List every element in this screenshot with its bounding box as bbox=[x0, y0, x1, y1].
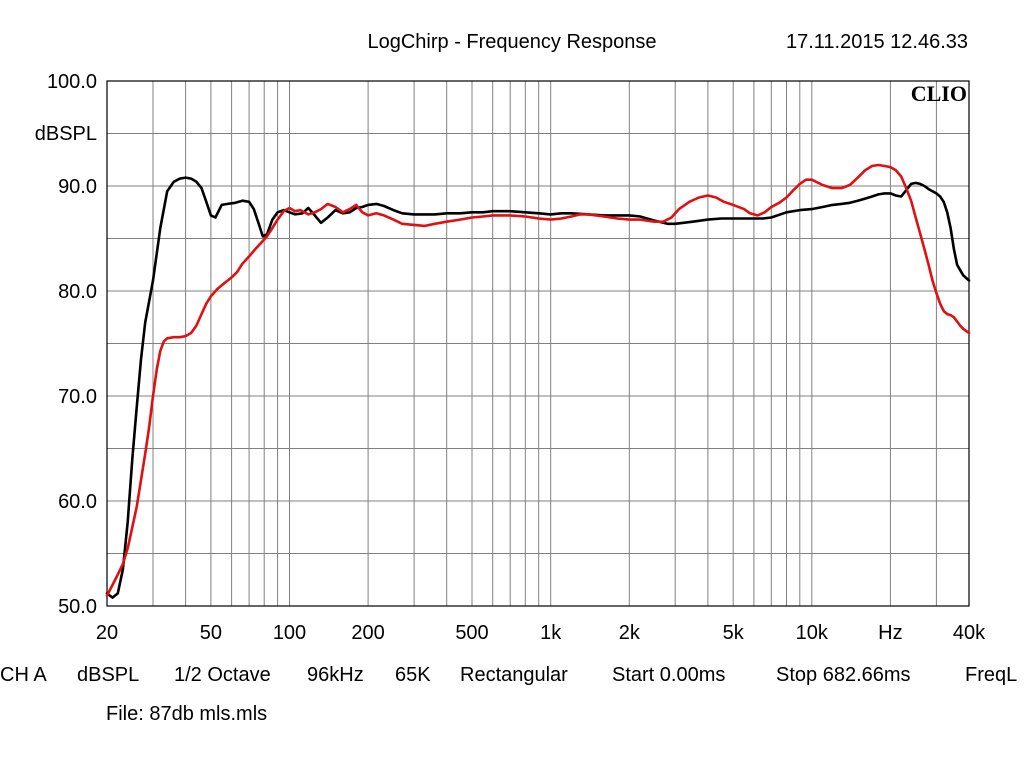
y-tick-label: 50.0 bbox=[58, 596, 97, 618]
y-tick-label: 80.0 bbox=[58, 281, 97, 303]
x-tick-label: 200 bbox=[351, 622, 384, 644]
y-tick-label: 60.0 bbox=[58, 491, 97, 513]
x-axis-tick-labels: 20 50 100 200 500 1k 2k 5k 10k Hz 40k bbox=[96, 622, 986, 644]
y-tick-label: 70.0 bbox=[58, 386, 97, 408]
x-tick-label: 50 bbox=[200, 622, 222, 644]
series bbox=[105, 163, 971, 599]
settings-item: 96kHz bbox=[307, 664, 364, 686]
settings-item: Rectangular bbox=[460, 664, 568, 686]
settings-item: FreqL bbox=[965, 664, 1017, 686]
x-tick-label: 20 bbox=[96, 622, 118, 644]
settings-item: Start 0.00ms bbox=[612, 664, 725, 686]
x-tick-label: 500 bbox=[455, 622, 488, 644]
y-axis-label: dBSPL bbox=[35, 123, 97, 145]
series-line-red bbox=[105, 163, 971, 597]
settings-item: CH A bbox=[0, 664, 47, 686]
y-tick-label: 90.0 bbox=[58, 176, 97, 198]
series-line-black bbox=[105, 176, 971, 599]
x-tick-label: 5k bbox=[723, 622, 745, 644]
grid bbox=[107, 81, 969, 606]
chart-title: LogChirp - Frequency Response bbox=[367, 31, 656, 53]
x-tick-label: Hz bbox=[878, 622, 902, 644]
file-label: File: 87db mls.mls bbox=[106, 703, 267, 725]
x-tick-label: 10k bbox=[796, 622, 829, 644]
y-axis-tick-labels: 100.0 90.0 80.0 70.0 60.0 50.0 bbox=[47, 71, 97, 618]
settings-item: 1/2 Octave bbox=[174, 664, 271, 686]
x-tick-label: 100 bbox=[273, 622, 306, 644]
settings-item: dBSPL bbox=[77, 664, 139, 686]
x-tick-label: 1k bbox=[540, 622, 562, 644]
settings-item: Stop 682.66ms bbox=[776, 664, 911, 686]
settings-item: 65K bbox=[395, 664, 431, 686]
settings-footer: CH A dBSPL 1/2 Octave 96kHz 65K Rectangular St… bbox=[0, 664, 1017, 686]
chart-timestamp: 17.11.2015 12.46.33 bbox=[786, 31, 968, 53]
plot-frame bbox=[106, 80, 970, 607]
x-tick-label: 40k bbox=[953, 622, 986, 644]
y-tick-label: 100.0 bbox=[47, 71, 97, 93]
clio-logo: CLIO bbox=[911, 81, 967, 106]
x-tick-label: 2k bbox=[619, 622, 641, 644]
